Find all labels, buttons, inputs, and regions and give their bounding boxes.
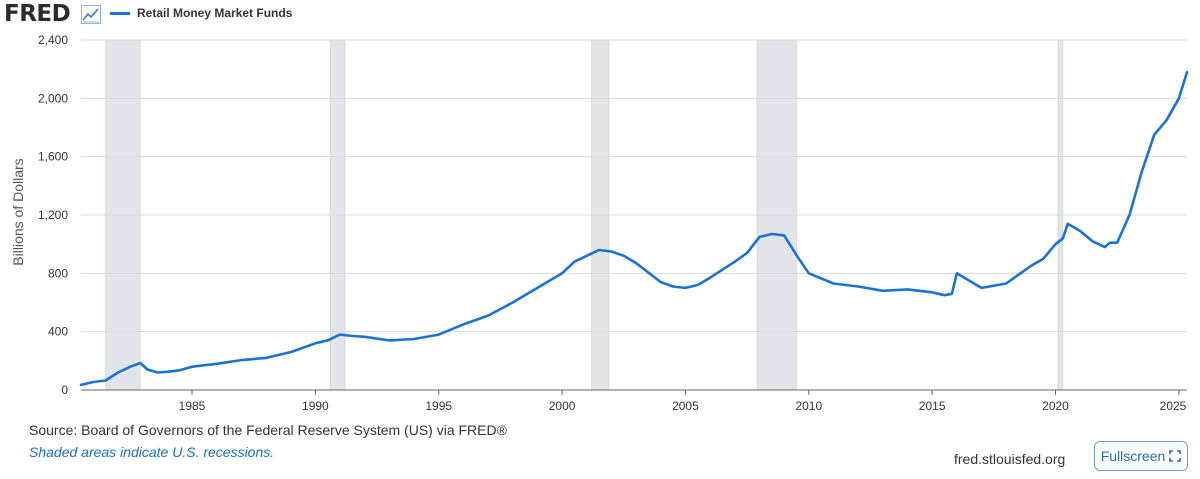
site-link[interactable]: fred.stlouisfed.org — [954, 451, 1066, 467]
y-tick-label: 1,600 — [38, 150, 68, 164]
legend-label: Retail Money Market Funds — [137, 6, 293, 20]
x-tick-label: 2020 — [1042, 399, 1069, 413]
legend: Retail Money Market Funds — [110, 6, 292, 20]
y-tick-label: 400 — [48, 325, 68, 339]
y-axis: 0 400 800 1,200 1,600 2,000 2,400 — [38, 33, 68, 397]
gridlines — [81, 39, 1187, 391]
x-tick-label: 1990 — [302, 399, 329, 413]
y-tick-label: 2,000 — [38, 91, 68, 105]
y-axis-title: Billions of Dollars — [10, 158, 26, 265]
x-tick-label: 1995 — [425, 399, 452, 413]
fred-logo[interactable]: FRED — [4, 1, 71, 27]
x-tick-label: 2010 — [795, 399, 822, 413]
x-tick-label: 2005 — [672, 399, 699, 413]
fullscreen-button[interactable]: Fullscreen — [1094, 441, 1188, 471]
x-tick-label: 2015 — [919, 399, 946, 413]
x-tick-label: 2000 — [549, 399, 576, 413]
y-tick-label: 0 — [61, 383, 68, 397]
recession-note: Shaded areas indicate U.S. recessions. — [29, 444, 275, 460]
fullscreen-icon — [1169, 450, 1182, 462]
series-line — [79, 70, 1189, 387]
source-citation: Source: Board of Governors of the Federa… — [29, 422, 507, 438]
x-axis: 1985 1990 1995 2000 2005 2010 2015 2020 2025 — [179, 390, 1187, 413]
y-tick-label: 2,400 — [38, 33, 68, 47]
chart-header: FRED Retail Money Market Funds — [0, 0, 1200, 32]
x-tick-label: 2025 — [1160, 399, 1187, 413]
fullscreen-label: Fullscreen — [1100, 448, 1166, 464]
series-layer — [79, 70, 1189, 387]
y-tick-label: 1,200 — [38, 208, 68, 222]
x-tick-label: 1985 — [179, 399, 206, 413]
chart: 0 400 800 1,200 1,600 2,000 2,400 1985 1990 1995… — [10, 33, 1189, 413]
legend-swatch — [110, 11, 130, 15]
y-tick-label: 800 — [48, 266, 68, 280]
line-chart-icon — [81, 5, 101, 24]
